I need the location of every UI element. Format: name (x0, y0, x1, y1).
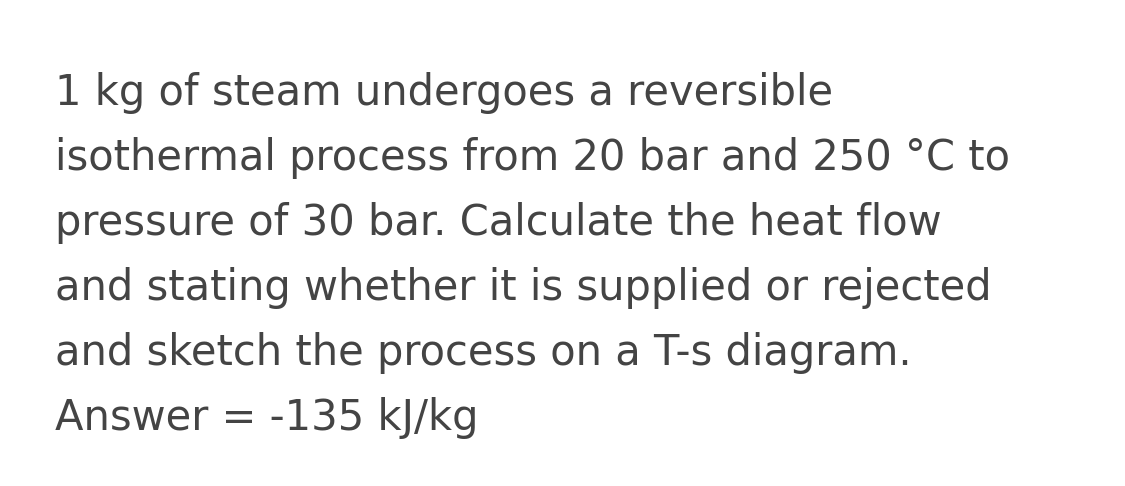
Text: isothermal process from 20 bar and 250 °C to: isothermal process from 20 bar and 250 °… (55, 137, 1010, 179)
Text: pressure of 30 bar. Calculate the heat flow: pressure of 30 bar. Calculate the heat f… (55, 202, 942, 244)
Text: and stating whether it is supplied or rejected: and stating whether it is supplied or re… (55, 267, 991, 309)
Text: 1 kg of steam undergoes a reversible: 1 kg of steam undergoes a reversible (55, 72, 834, 114)
Text: Answer = -135 kJ/kg: Answer = -135 kJ/kg (55, 397, 478, 439)
Text: and sketch the process on a T-s diagram.: and sketch the process on a T-s diagram. (55, 332, 911, 374)
